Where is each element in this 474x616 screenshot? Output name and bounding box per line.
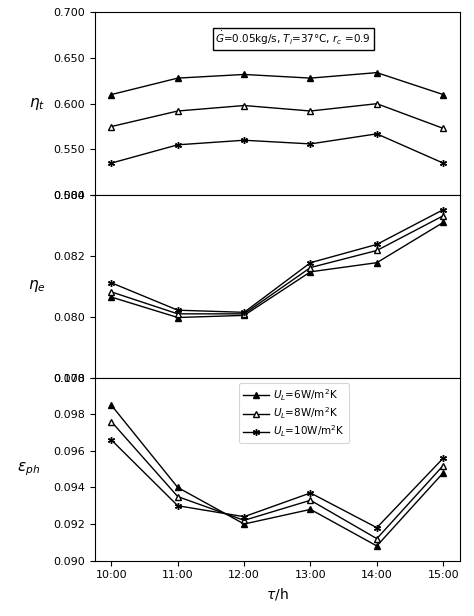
$U_L$=8W/m$^2$K bbox=[440, 462, 446, 469]
$U_L$=10W/m$^2$K bbox=[241, 513, 247, 521]
$U_L$=6W/m$^2$K bbox=[440, 469, 446, 477]
$U_L$=6W/m$^2$K bbox=[308, 506, 313, 513]
Line: $U_L$=8W/m$^2$K: $U_L$=8W/m$^2$K bbox=[109, 419, 446, 541]
$U_L$=8W/m$^2$K bbox=[308, 496, 313, 504]
$U_L$=6W/m$^2$K bbox=[175, 484, 181, 491]
Y-axis label: $\varepsilon_{ph}$: $\varepsilon_{ph}$ bbox=[17, 460, 40, 478]
$U_L$=10W/m$^2$K bbox=[308, 489, 313, 496]
Y-axis label: $\eta_t$: $\eta_t$ bbox=[28, 95, 45, 111]
$U_L$=6W/m$^2$K bbox=[241, 521, 247, 528]
$U_L$=10W/m$^2$K bbox=[374, 524, 380, 532]
Line: $U_L$=6W/m$^2$K: $U_L$=6W/m$^2$K bbox=[109, 402, 446, 549]
$U_L$=6W/m$^2$K bbox=[374, 542, 380, 549]
Text: $\dot{G}$=0.05kg/s, $T_i$=37°C, $r_c$ =0.9: $\dot{G}$=0.05kg/s, $T_i$=37°C, $r_c$ =0… bbox=[215, 30, 371, 47]
Y-axis label: $\eta_e$: $\eta_e$ bbox=[27, 278, 46, 294]
Line: $U_L$=10W/m$^2$K: $U_L$=10W/m$^2$K bbox=[108, 437, 447, 531]
$U_L$=8W/m$^2$K bbox=[374, 535, 380, 542]
$U_L$=10W/m$^2$K bbox=[440, 455, 446, 462]
$U_L$=6W/m$^2$K bbox=[109, 402, 114, 409]
$U_L$=8W/m$^2$K bbox=[109, 418, 114, 426]
$U_L$=10W/m$^2$K bbox=[175, 502, 181, 509]
$U_L$=8W/m$^2$K bbox=[241, 517, 247, 524]
$U_L$=10W/m$^2$K bbox=[109, 436, 114, 444]
Legend: $U_L$=6W/m$^2$K, $U_L$=8W/m$^2$K, $U_L$=10W/m$^2$K: $U_L$=6W/m$^2$K, $U_L$=8W/m$^2$K, $U_L$=… bbox=[239, 383, 349, 444]
X-axis label: $\tau$/h: $\tau$/h bbox=[266, 586, 289, 602]
$U_L$=8W/m$^2$K bbox=[175, 493, 181, 500]
